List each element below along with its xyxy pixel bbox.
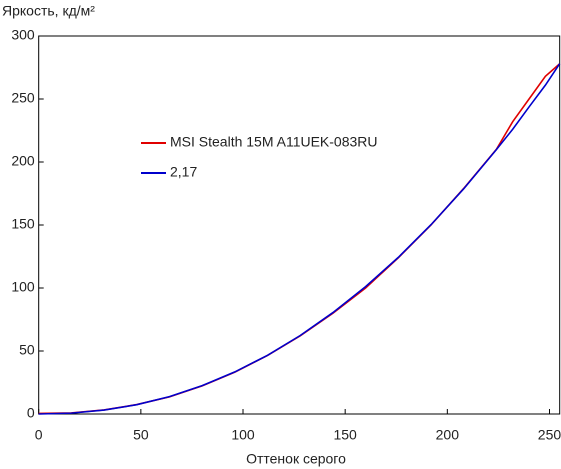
line bbox=[38, 63, 561, 415]
x-tick-label: 100 bbox=[231, 427, 255, 443]
legend-label: MSI Stealth 15M A11UEK-083RU bbox=[170, 134, 378, 150]
line bbox=[38, 63, 561, 415]
plot-frame bbox=[38, 35, 561, 415]
x-tick-label: 250 bbox=[538, 427, 561, 443]
x-axis-title: Оттенок серого bbox=[246, 451, 346, 467]
x-tick-label: 200 bbox=[436, 427, 460, 443]
y-tick-label: 300 bbox=[11, 27, 35, 43]
y-tick-label: 200 bbox=[11, 153, 35, 169]
y-axis-title: Яркость, кд/м² bbox=[2, 3, 95, 19]
x-tick-label: 50 bbox=[133, 427, 149, 443]
x-tick-label: 150 bbox=[333, 427, 357, 443]
legend-label: 2,17 bbox=[170, 164, 197, 180]
x-tick-label: 0 bbox=[35, 427, 43, 443]
y-tick-label: 250 bbox=[11, 90, 35, 106]
y-tick-label: 0 bbox=[27, 405, 35, 421]
y-tick-label: 100 bbox=[11, 279, 35, 295]
y-tick-label: 50 bbox=[19, 342, 35, 358]
y-tick-label: 150 bbox=[11, 216, 35, 232]
